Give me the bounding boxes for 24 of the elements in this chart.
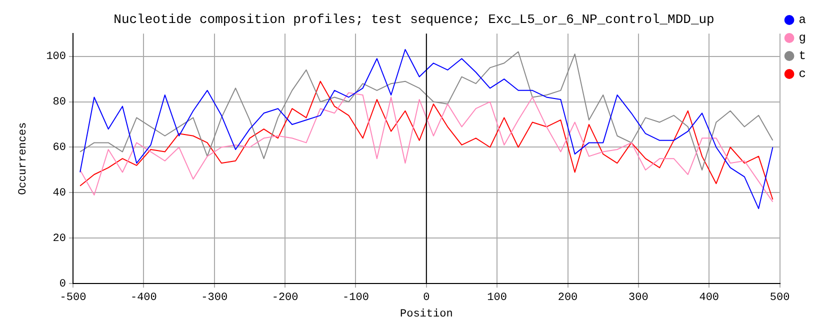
x-tick-label: -500 <box>60 292 86 304</box>
chart-title: Nucleotide composition profiles; test sequence; Exc_L5_or_6_NP_control_MDD_up <box>114 12 714 28</box>
legend-label: t <box>798 49 806 64</box>
x-tick-label: 300 <box>628 292 648 304</box>
y-tick-label: 0 <box>59 278 66 291</box>
x-axis-title: Position <box>400 308 453 320</box>
x-tick-label: -400 <box>130 292 157 304</box>
x-tick-label: 400 <box>699 292 720 304</box>
legend-label: g <box>798 31 806 46</box>
x-tick-label: 500 <box>770 292 790 304</box>
legend-label: c <box>798 67 806 82</box>
y-tick-label: 40 <box>52 188 66 200</box>
y-tick-label: 80 <box>52 96 66 109</box>
x-tick-label: -300 <box>201 292 228 304</box>
x-tick-label: 100 <box>487 292 507 304</box>
legend-label: a <box>798 13 806 28</box>
y-axis-title: Occurrences <box>18 122 30 195</box>
y-tick-label: 100 <box>46 51 66 64</box>
x-tick-label: -200 <box>272 292 298 304</box>
x-tick-label: 200 <box>558 292 578 304</box>
y-tick-label: 60 <box>52 142 66 154</box>
y-tick-label: 20 <box>52 233 66 246</box>
x-tick-label: -100 <box>342 292 369 304</box>
x-tick-label: 0 <box>423 292 430 304</box>
